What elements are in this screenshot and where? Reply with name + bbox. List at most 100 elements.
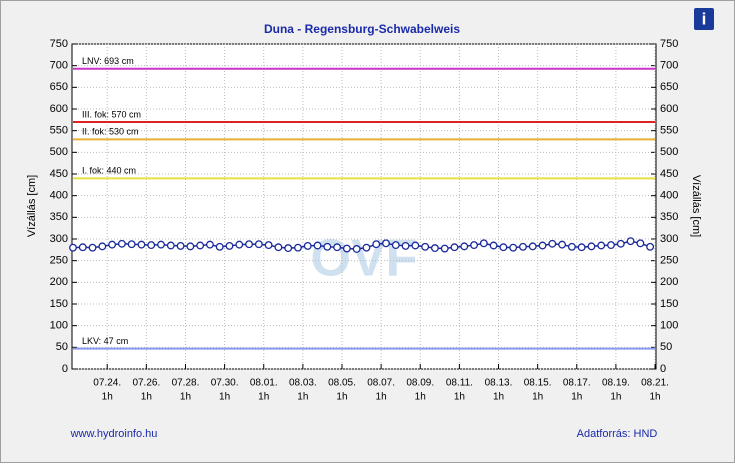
x-tick-hour: 1h [219, 392, 230, 403]
y-axis-label: Vízállás [cm] [26, 175, 38, 237]
data-point [558, 240, 567, 249]
data-point [215, 242, 224, 251]
svg-text:i: i [702, 9, 707, 28]
data-point [577, 243, 586, 252]
data-point [342, 244, 351, 253]
x-tick-label: 08.11. [446, 378, 473, 389]
x-tick-hour: 1h [376, 392, 387, 403]
x-tick-label: 08.09. [406, 378, 434, 389]
data-point [166, 241, 175, 250]
y2-tick-label: 350 [660, 211, 678, 223]
x-tick-label: 08.19. [602, 378, 630, 389]
footer-link[interactable]: www.hydroinfo.hu [70, 428, 158, 440]
y-tick-label: 300 [50, 233, 68, 245]
data-point [440, 244, 449, 253]
threshold-label: II. fok: 530 cm [82, 127, 139, 137]
x-tick-hour: 1h [454, 392, 465, 403]
threshold-label: LKV: 47 cm [82, 336, 128, 346]
x-tick-hour: 1h [258, 392, 269, 403]
chart-title: Duna - Regensburg-Schwabelweis [264, 22, 460, 36]
data-point [391, 241, 400, 250]
y2-tick-label: 200 [660, 276, 678, 288]
data-point [333, 243, 342, 252]
data-point [509, 243, 518, 252]
data-point [127, 240, 136, 249]
data-point [597, 241, 606, 250]
y2-tick-label: 700 [660, 60, 678, 72]
data-point [548, 239, 557, 248]
data-point [235, 240, 244, 249]
x-tick-label: 08.17. [563, 378, 591, 389]
data-point [470, 241, 479, 250]
y-tick-label: 0 [62, 363, 68, 375]
y2-tick-label: 550 [660, 125, 678, 137]
data-point [607, 241, 615, 250]
y2-axis-label: Vízállás [cm] [690, 175, 702, 237]
y2-tick-label: 500 [660, 146, 678, 158]
data-point [196, 241, 205, 250]
footer-source: Adatforrás: HND [577, 428, 658, 440]
y-tick-label: 50 [56, 341, 68, 353]
data-point [499, 243, 508, 252]
threshold-label: I. fok: 440 cm [82, 166, 136, 176]
data-point [411, 241, 420, 250]
y-tick-label: 100 [50, 320, 68, 332]
data-point [450, 243, 459, 252]
data-point [303, 241, 312, 250]
data-point [479, 239, 488, 248]
data-point [421, 242, 430, 251]
y2-tick-label: 400 [660, 190, 678, 202]
data-point [313, 241, 322, 250]
data-point [117, 239, 126, 248]
x-tick-label: 08.13. [485, 378, 513, 389]
data-point [254, 240, 263, 249]
data-point [323, 242, 332, 251]
x-tick-label: 07.30. [211, 378, 239, 389]
x-tick-hour: 1h [571, 392, 582, 403]
x-tick-hour: 1h [102, 392, 113, 403]
data-point [78, 243, 87, 252]
data-point [225, 241, 234, 250]
x-tick-hour: 1h [532, 392, 543, 403]
data-point [430, 244, 439, 253]
y-tick-label: 750 [50, 38, 68, 50]
data-point [460, 242, 469, 251]
y2-tick-label: 650 [660, 81, 678, 93]
x-tick-label: 08.05. [328, 378, 356, 389]
data-point [528, 242, 537, 251]
x-tick-hour: 1h [415, 392, 426, 403]
data-point [98, 242, 107, 251]
x-tick-hour: 1h [141, 392, 152, 403]
x-tick-hour: 1h [336, 392, 347, 403]
x-tick-label: 07.28. [172, 378, 200, 389]
data-point [587, 242, 596, 251]
data-point [372, 240, 381, 249]
y-tick-label: 600 [50, 103, 68, 115]
data-point [176, 241, 185, 250]
y-tick-label: 550 [50, 125, 68, 137]
y-tick-label: 450 [50, 168, 68, 180]
data-point [147, 241, 156, 250]
info-icon[interactable]: i [694, 8, 714, 30]
watermark: OVF [311, 230, 418, 288]
y2-tick-label: 600 [660, 103, 678, 115]
x-tick-label: 07.26. [132, 378, 160, 389]
x-tick-hour: 1h [610, 392, 621, 403]
x-tick-label: 08.07. [367, 378, 395, 389]
data-point [108, 240, 117, 249]
data-point [294, 243, 302, 252]
data-point [186, 242, 195, 251]
data-point [137, 240, 146, 249]
data-point [401, 241, 410, 250]
data-point [636, 239, 645, 248]
data-point [264, 241, 273, 250]
data-point [352, 245, 361, 253]
y2-tick-label: 250 [660, 255, 678, 267]
plot-area [71, 43, 657, 370]
x-tick-hour: 1h [493, 392, 504, 403]
data-point [519, 242, 527, 251]
threshold-label: LNV: 693 cm [82, 56, 134, 66]
x-tick-hour: 1h [297, 392, 308, 403]
y-tick-label: 350 [50, 211, 68, 223]
